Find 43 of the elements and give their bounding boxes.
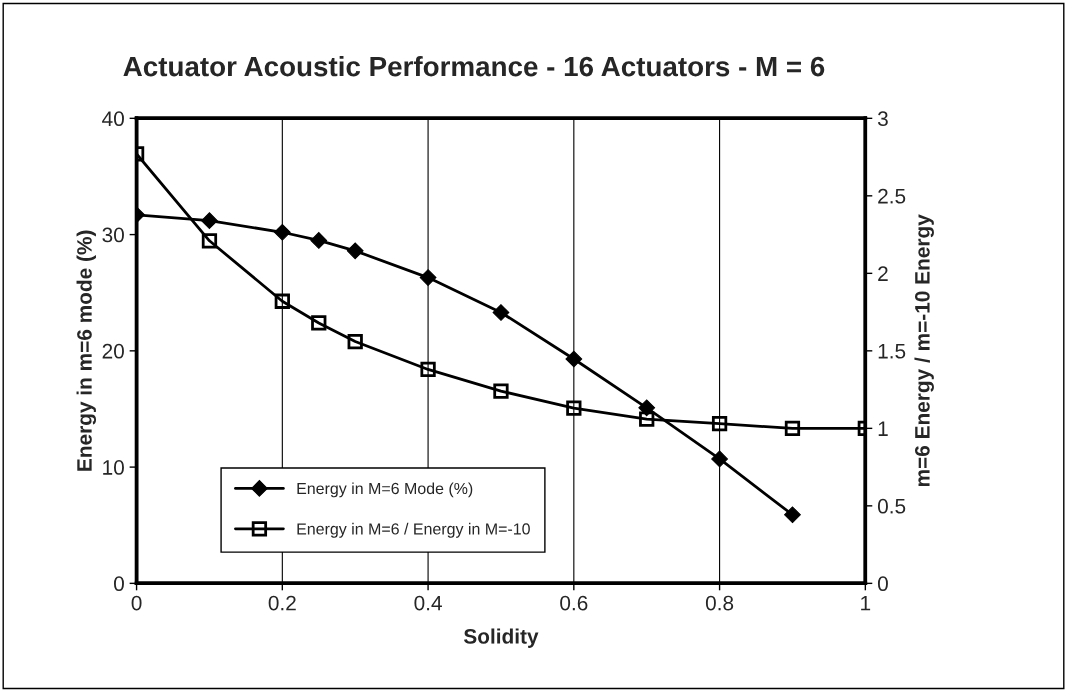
x-axis-title: Solidity <box>463 628 539 648</box>
point <box>347 333 363 350</box>
point <box>784 420 801 436</box>
x-tick-label: 1 <box>861 595 871 611</box>
y2-axis-title: m=6 Energy / m=-10 Energy <box>914 214 934 487</box>
legend-label: Energy in M=6 Mode (%) <box>297 482 473 498</box>
y-axis-title: Energy in m=6 mode (%) <box>76 230 97 471</box>
point <box>311 315 327 331</box>
point <box>346 242 364 260</box>
point <box>273 223 291 241</box>
point <box>711 450 728 468</box>
point <box>711 416 728 432</box>
x-tick-label: 0.4 <box>414 595 442 611</box>
y2-tick-label: 2 <box>878 266 888 281</box>
point <box>565 350 583 368</box>
x-tick-label: 0.2 <box>268 595 296 611</box>
x-tick-label: 0.8 <box>705 595 734 611</box>
x-tick-label: 0.6 <box>560 595 588 611</box>
point <box>493 383 509 399</box>
y-tick-label: 10 <box>103 460 124 475</box>
point <box>201 233 218 249</box>
y-tick-label: 40 <box>102 111 124 127</box>
x-tick-label: 0 <box>131 595 142 611</box>
point <box>566 400 582 416</box>
point <box>310 232 328 249</box>
y2-tick-label: 3 <box>877 111 888 127</box>
y2-tick-label: 0 <box>877 576 888 592</box>
y-tick-label: 0 <box>114 576 124 592</box>
chart-title: Actuator Acoustic Performance - 16 Actuators - M = 6 <box>123 55 825 77</box>
point <box>419 269 437 286</box>
y2-tick-label: 1 <box>878 421 888 436</box>
point <box>639 411 655 427</box>
y-tick-label: 20 <box>102 343 124 359</box>
point <box>420 361 436 378</box>
y2-tick-label: 0.5 <box>877 498 906 514</box>
y2-tick-label: 2.5 <box>878 188 906 204</box>
point <box>492 304 510 321</box>
y2-tick-label: 1.5 <box>878 344 906 359</box>
point <box>784 506 801 524</box>
point <box>201 212 218 230</box>
point <box>274 293 290 309</box>
legend-label: Energy in M=6 / Energy in M=-10 <box>297 522 530 538</box>
y-tick-label: 30 <box>102 227 124 243</box>
